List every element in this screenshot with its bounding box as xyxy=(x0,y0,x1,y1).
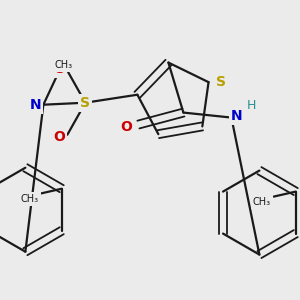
Text: O: O xyxy=(53,130,65,144)
Text: H: H xyxy=(247,99,256,112)
Text: N: N xyxy=(231,109,242,123)
Text: CH₃: CH₃ xyxy=(253,196,271,207)
Text: O: O xyxy=(121,120,132,134)
Text: CH₃: CH₃ xyxy=(21,194,39,204)
Text: CH₃: CH₃ xyxy=(54,60,72,70)
Text: O: O xyxy=(53,62,65,76)
Text: N: N xyxy=(30,98,41,112)
Text: S: S xyxy=(80,96,90,110)
Text: S: S xyxy=(216,75,226,89)
